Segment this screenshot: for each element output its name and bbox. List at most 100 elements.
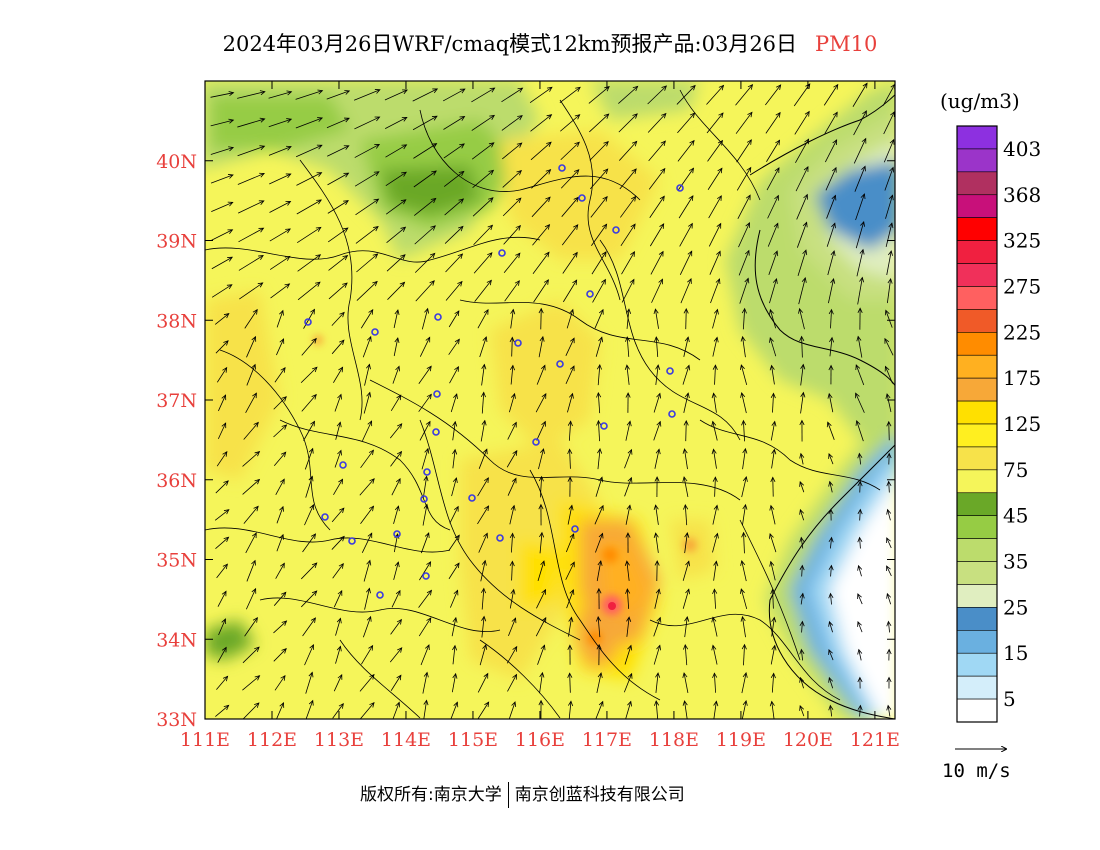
wind-vector (883, 111, 895, 135)
wind-vector-head (541, 393, 547, 399)
wind-vector-head (625, 336, 631, 342)
wind-vector (450, 393, 458, 413)
wind-vector-head (802, 249, 808, 256)
wind-vector-head (373, 226, 379, 232)
wind-vector-head (626, 504, 632, 511)
wind-vector (710, 278, 720, 304)
wind-vector (216, 676, 228, 690)
wind-vector-head (399, 281, 406, 288)
wind-vector (828, 278, 834, 304)
wind-vector-head (343, 200, 349, 206)
wind-vector-head (432, 88, 439, 94)
wind-vector-head (688, 195, 694, 201)
wind-vector-head (769, 504, 775, 511)
wind-vector (531, 169, 551, 189)
wind-vector-head (401, 116, 408, 122)
wind-vector-head (343, 145, 350, 150)
wind-vector (882, 84, 895, 106)
wind-vector-head (259, 90, 266, 96)
wind-vector (855, 221, 865, 249)
legend-swatch (956, 400, 998, 425)
wind-vector-head (598, 336, 604, 343)
wind-vector-head (259, 172, 265, 178)
wind-vector-head (317, 89, 324, 95)
wind-vector-head (368, 505, 375, 512)
wind-vector (273, 592, 287, 606)
wind-vector-head (595, 615, 602, 622)
wind-vector (304, 448, 314, 470)
wind-vector (243, 422, 259, 440)
wind-vector-head (337, 393, 342, 400)
wind-vector (418, 617, 432, 637)
wind-vector (385, 199, 407, 215)
wind-vector (237, 200, 265, 214)
wind-vector-head (337, 589, 343, 596)
wind-vector-head (596, 587, 602, 594)
wind-vector (886, 393, 892, 413)
wind-vector-head (372, 253, 379, 259)
wind-vector-head (656, 616, 662, 623)
wind-vector (449, 506, 459, 524)
wind-vector (444, 198, 464, 216)
wind-vector-head (394, 309, 400, 315)
wind-vector (741, 476, 747, 498)
wind-vector (712, 337, 718, 357)
wind-vector (741, 700, 747, 719)
wind-vector (419, 337, 431, 357)
wind-vector (800, 593, 804, 605)
wind-vector-head (654, 476, 660, 482)
wind-vector-head (366, 615, 372, 622)
wind-vector-head (311, 590, 318, 596)
wind-vector-head (744, 249, 750, 256)
wind-vector-head (400, 199, 407, 205)
wind-vector-head (452, 644, 458, 651)
wind-vector-head (221, 618, 227, 625)
wind-vector (273, 451, 287, 467)
wind-vector-head (308, 447, 314, 454)
wind-vector-head (252, 392, 257, 399)
wind-vector-head (826, 421, 832, 428)
wind-reference-label: 10 m/s (942, 760, 1011, 782)
wind-vector (242, 451, 260, 467)
wind-vector-head (770, 476, 776, 483)
wind-vector-head (337, 449, 342, 456)
wind-vector (684, 504, 688, 526)
wind-vector (624, 477, 632, 497)
wind-vector-head (336, 617, 342, 624)
wind-vector-head (828, 676, 834, 683)
wind-vector-head (546, 141, 552, 147)
wind-vector-head (254, 702, 260, 708)
wind-vector-head (280, 367, 286, 373)
wind-vector-head (538, 475, 544, 482)
wind-vector-head (768, 532, 774, 539)
wind-vector (211, 256, 233, 270)
wind-vector-head (716, 250, 721, 257)
wind-vector (588, 86, 610, 104)
wind-vector-head (567, 672, 573, 679)
wind-vector (364, 364, 370, 386)
wind-vector-head (799, 648, 805, 655)
wind-vector-head (251, 335, 257, 342)
wind-vector-head (423, 671, 429, 678)
wind-vector (237, 118, 265, 128)
wind-vector (305, 672, 313, 694)
wind-vector-head (424, 532, 430, 538)
wind-vector-head (603, 113, 610, 119)
wind-vector (442, 88, 466, 102)
wind-vector (623, 673, 633, 693)
legend-swatch (956, 446, 998, 471)
wind-vector (214, 509, 230, 521)
wind-vector (502, 170, 522, 188)
wind-vector-head (770, 588, 776, 595)
wind-vector-head (308, 671, 314, 678)
wind-vector (532, 252, 550, 274)
wind-vector (624, 449, 632, 469)
legend-label: 275 (1003, 274, 1041, 298)
wind-vector-head (541, 420, 546, 427)
wind-vector (771, 701, 775, 719)
wind-vector (420, 644, 430, 666)
wind-vector (800, 392, 804, 414)
wind-vector (422, 504, 428, 526)
wind-vector (769, 278, 777, 304)
wind-vector-head (887, 277, 893, 284)
